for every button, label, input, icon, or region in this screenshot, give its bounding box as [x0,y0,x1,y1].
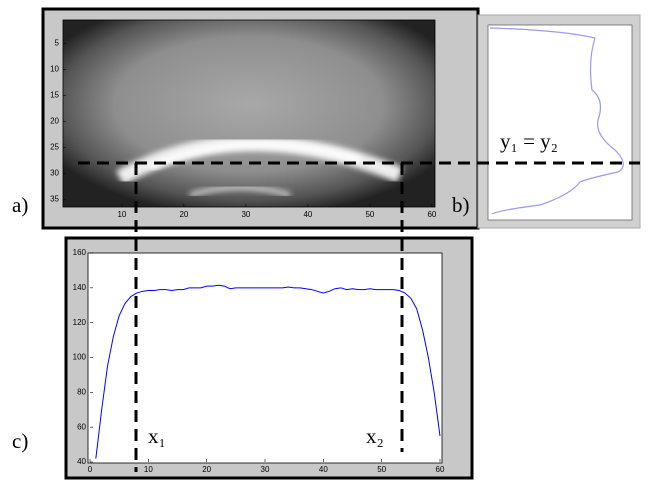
x-tick-label: 50 [365,210,374,219]
y-tick-label: 160 [73,248,87,257]
x-tick-label: 10 [117,210,126,219]
y-tick-label: 80 [77,387,86,396]
y-tick-label: 10 [50,64,59,73]
y-tick-label: 35 [50,194,59,203]
figure: 10 20 30 40 50 60 5 10 15 20 25 30 35 0 10 20 30 40 50 60 40… [0,0,648,482]
y-tick-label: 40 [77,457,86,466]
y-tick-label: 60 [77,422,86,431]
x-tick-label: 30 [241,210,250,219]
x-tick-label: 40 [303,210,312,219]
plot-border [488,25,632,220]
heatmap-background [63,20,435,207]
annotation: x₁ [148,424,166,448]
plot-border [88,253,442,463]
x-tick-label: 10 [144,465,153,474]
x-tick-label: 40 [319,465,328,474]
y-tick-label: 30 [50,168,59,177]
annotation: x₂ [366,424,384,448]
x-tick-label: 30 [261,465,270,474]
annotation: y₁ = y₂ [500,129,558,153]
panel-label: a) [12,193,28,217]
y-tick-label: 15 [50,90,59,99]
heatmap-image [63,20,435,207]
y-tick-label: 120 [73,318,87,327]
panel-label: c) [12,429,28,453]
y-tick-label: 25 [50,142,59,151]
x-tick-label: 50 [377,465,386,474]
x-tick-label: 20 [179,210,188,219]
y-tick-label: 5 [55,38,60,47]
x-tick-label: 60 [427,210,436,219]
panel-label: b) [452,193,470,217]
x-tick-label: 20 [202,465,211,474]
x-tick-label: 60 [436,465,445,474]
y-tick-label: 140 [73,283,87,292]
y-tick-label: 100 [73,353,87,362]
y-tick-label: 20 [50,116,59,125]
x-tick-label: 0 [88,465,93,474]
